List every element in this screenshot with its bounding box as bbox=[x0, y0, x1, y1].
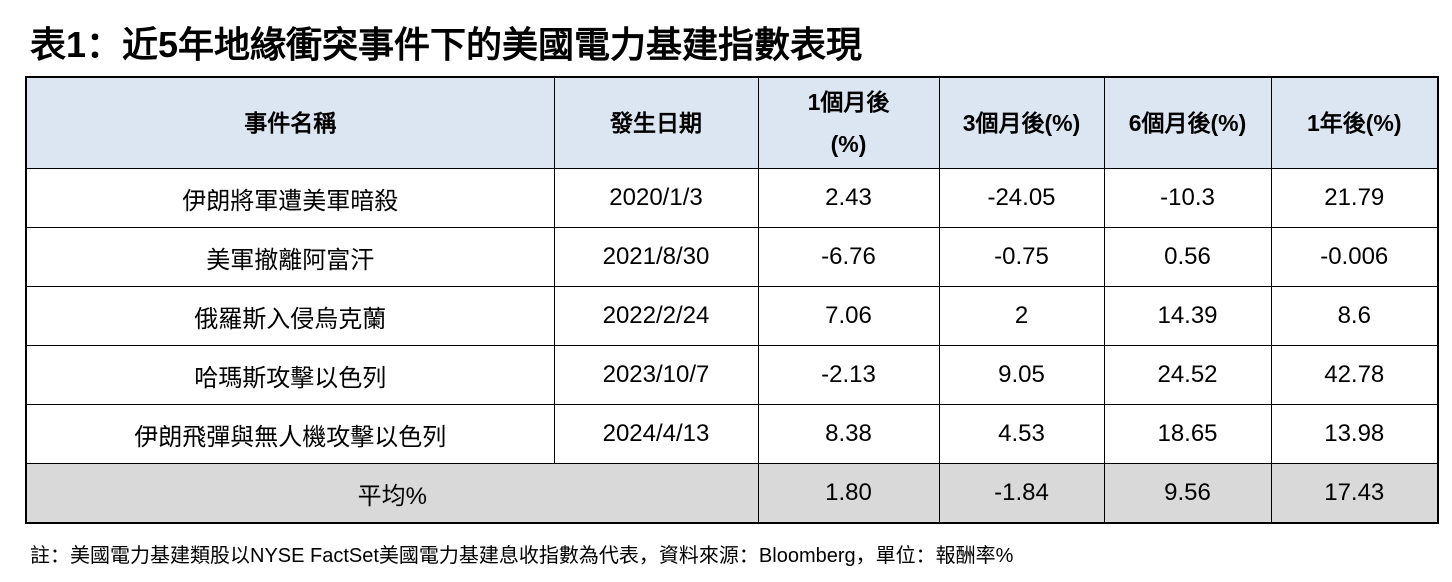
average-row: 平均% 1.80 -1.84 9.56 17.43 bbox=[25, 463, 1439, 524]
average-cell: 1.80 bbox=[757, 463, 940, 524]
table-cell: 8.38 bbox=[757, 404, 940, 464]
table-cell: 13.98 bbox=[1270, 404, 1439, 464]
table-row: 美軍撤離阿富汗 2021/8/30 -6.76 -0.75 0.56 -0.006 bbox=[25, 227, 1439, 287]
column-header: 3個月後(%) bbox=[938, 76, 1105, 169]
table-cell: 2022/2/24 bbox=[553, 286, 759, 346]
table-cell: 2 bbox=[938, 286, 1105, 346]
table-cell: 42.78 bbox=[1270, 345, 1439, 405]
table-cell: 0.56 bbox=[1103, 227, 1272, 287]
column-header: 1年後(%) bbox=[1270, 76, 1439, 169]
table-cell: 14.39 bbox=[1103, 286, 1272, 346]
column-header: 事件名稱 bbox=[25, 76, 555, 169]
table-cell: 2020/1/3 bbox=[553, 168, 759, 228]
table-cell: 18.65 bbox=[1103, 404, 1272, 464]
table-cell: 2023/10/7 bbox=[553, 345, 759, 405]
table-row: 哈瑪斯攻擊以色列 2023/10/7 -2.13 9.05 24.52 42.78 bbox=[25, 345, 1439, 405]
table-cell: 2024/4/13 bbox=[553, 404, 759, 464]
header-row: 事件名稱 發生日期 1個月後(%) 3個月後(%) 6個月後(%) 1年後(%) bbox=[25, 76, 1439, 169]
table-cell: 7.06 bbox=[757, 286, 940, 346]
table-cell: -24.05 bbox=[938, 168, 1105, 228]
column-header: 發生日期 bbox=[553, 76, 759, 169]
table-cell: 8.6 bbox=[1270, 286, 1439, 346]
table-cell: 哈瑪斯攻擊以色列 bbox=[25, 345, 555, 405]
table-cell: 9.05 bbox=[938, 345, 1105, 405]
table-cell: 2.43 bbox=[757, 168, 940, 228]
column-header: 1個月後(%) bbox=[757, 76, 940, 169]
average-cell: 17.43 bbox=[1270, 463, 1439, 524]
table-body: 伊朗將軍遭美軍暗殺 2020/1/3 2.43 -24.05 -10.3 21.79 美軍撤… bbox=[25, 168, 1439, 524]
average-cell: -1.84 bbox=[938, 463, 1105, 524]
footnote: 註：美國電力基建類股以NYSE FactSet美國電力基建息收指數為代表，資料來… bbox=[30, 545, 1014, 567]
title: 表1：近5年地緣衝突事件下的美國電力基建指數表現 bbox=[30, 24, 863, 65]
data-table: 事件名稱 發生日期 1個月後(%) 3個月後(%) 6個月後(%) 1年後(%) 伊朗將軍… bbox=[25, 76, 1439, 524]
average-cell: 9.56 bbox=[1103, 463, 1272, 524]
table-cell: 美軍撤離阿富汗 bbox=[25, 227, 555, 287]
table-row: 伊朗將軍遭美軍暗殺 2020/1/3 2.43 -24.05 -10.3 21.79 bbox=[25, 168, 1439, 228]
table-cell: -2.13 bbox=[757, 345, 940, 405]
table-cell: 24.52 bbox=[1103, 345, 1272, 405]
table-cell: -0.006 bbox=[1270, 227, 1439, 287]
table-cell: -0.75 bbox=[938, 227, 1105, 287]
table-cell: -10.3 bbox=[1103, 168, 1272, 228]
table-cell: 伊朗將軍遭美軍暗殺 bbox=[25, 168, 555, 228]
column-header: 6個月後(%) bbox=[1103, 76, 1272, 169]
average-label: 平均% bbox=[25, 463, 759, 524]
table-cell: 伊朗飛彈與無人機攻擊以色列 bbox=[25, 404, 555, 464]
table-row: 伊朗飛彈與無人機攻擊以色列 2024/4/13 8.38 4.53 18.65 13.98 bbox=[25, 404, 1439, 464]
table-row: 俄羅斯入侵烏克蘭 2022/2/24 7.06 2 14.39 8.6 bbox=[25, 286, 1439, 346]
table-cell: 俄羅斯入侵烏克蘭 bbox=[25, 286, 555, 346]
table-cell: -6.76 bbox=[757, 227, 940, 287]
table-cell: 4.53 bbox=[938, 404, 1105, 464]
table-cell: 2021/8/30 bbox=[553, 227, 759, 287]
table-cell: 21.79 bbox=[1270, 168, 1439, 228]
